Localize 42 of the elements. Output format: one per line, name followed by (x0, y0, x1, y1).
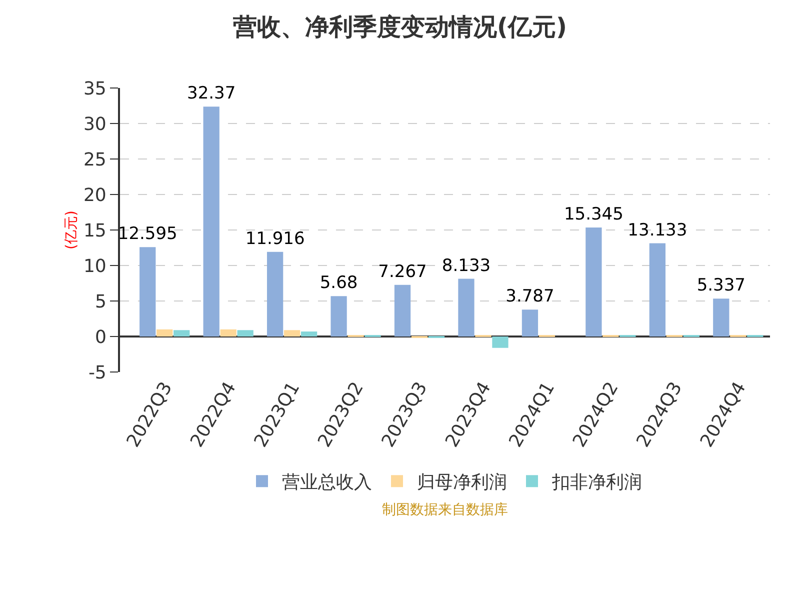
data-label: 3.787 (506, 286, 554, 307)
bar (649, 243, 666, 336)
y-axis-title: (亿元) (64, 210, 80, 250)
bar (220, 329, 236, 336)
y-tick-label: 25 (83, 149, 106, 170)
y-tick-label: 15 (83, 220, 106, 242)
y-tick-label: -5 (88, 362, 106, 384)
data-label: 5.337 (696, 276, 746, 296)
data-label: 8.133 (442, 256, 491, 276)
legend-label: 归母净利润 (417, 472, 507, 494)
bar (237, 330, 254, 336)
y-tick-label: 35 (83, 78, 106, 100)
bar (713, 298, 730, 336)
bar (140, 247, 156, 336)
legend-label: 扣非净利润 (551, 472, 642, 494)
bar (492, 336, 508, 348)
y-tick-label: 20 (83, 184, 106, 206)
data-label: 5.68 (320, 273, 358, 294)
y-tick-label: 0 (94, 326, 106, 348)
bar (284, 330, 300, 336)
y-tick-label: 30 (83, 114, 106, 135)
y-tick-label: 5 (94, 291, 106, 312)
bar (156, 329, 173, 336)
bar (266, 252, 284, 336)
bar (586, 228, 602, 336)
legend-label: 营业总收入 (282, 472, 372, 494)
data-label: 13.133 (628, 220, 688, 240)
data-label: 15.345 (564, 204, 624, 225)
bar (458, 278, 474, 336)
y-tick-label: 10 (83, 256, 106, 277)
bar (174, 330, 190, 336)
bar (522, 310, 538, 336)
bar (394, 284, 411, 336)
bar (300, 332, 318, 336)
bar (330, 296, 347, 336)
data-label: 32.37 (187, 84, 236, 104)
data-label: 12.595 (118, 224, 178, 244)
text: 制图数据来自数据库 (382, 502, 508, 518)
bar (203, 106, 220, 336)
data-label: 11.916 (245, 228, 305, 249)
data-label: 7.267 (378, 262, 427, 282)
chart-title: 营收、净利季度变动情况(亿元) (232, 12, 567, 41)
